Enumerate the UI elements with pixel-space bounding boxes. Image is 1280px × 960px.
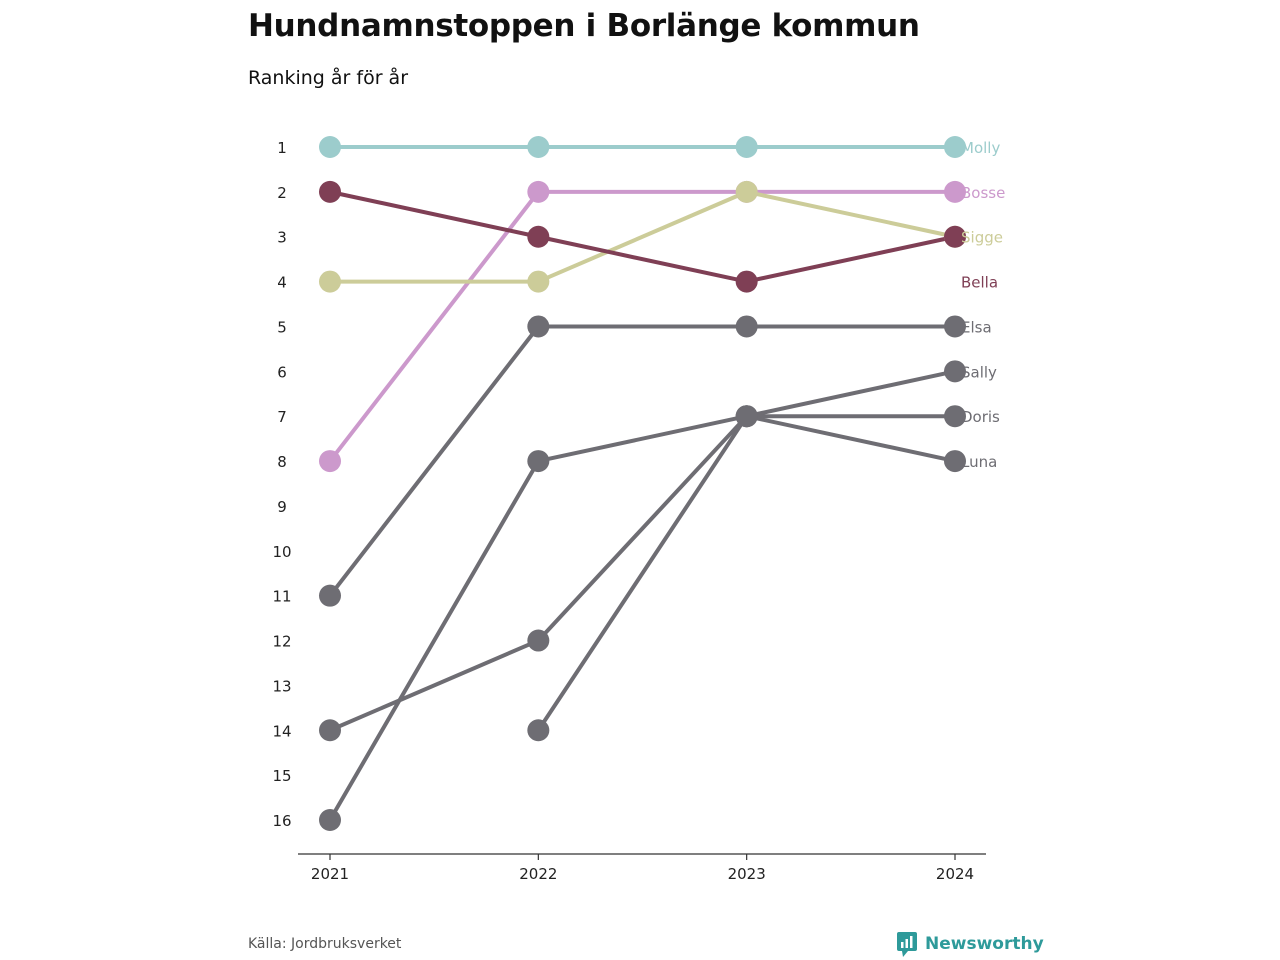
data-point-bosse bbox=[944, 180, 966, 203]
data-point-doris bbox=[527, 450, 550, 473]
data-point-elsa bbox=[319, 584, 341, 607]
source-note: Källa: Jordbruksverket bbox=[248, 936, 402, 952]
data-point-bosse bbox=[319, 450, 341, 473]
series-line-bella bbox=[328, 189, 957, 284]
data-point-sally bbox=[944, 360, 966, 383]
series-label-sally: Sally bbox=[961, 363, 997, 381]
brand-name: Newsworthy bbox=[925, 934, 1044, 954]
series-label-sigge: Sigge bbox=[961, 229, 1003, 247]
data-point-sally bbox=[527, 629, 550, 652]
data-point-molly bbox=[527, 136, 550, 158]
series-label-doris: Doris bbox=[961, 408, 1000, 426]
series-label-elsa: Elsa bbox=[961, 318, 992, 336]
y-tick-label: 2 bbox=[277, 184, 287, 202]
y-tick-label: 10 bbox=[272, 543, 291, 561]
data-point-luna bbox=[527, 719, 550, 742]
data-point-doris bbox=[944, 405, 966, 428]
data-point-elsa bbox=[944, 315, 966, 338]
series-label-bella: Bella bbox=[961, 274, 998, 292]
y-tick-label: 9 bbox=[277, 498, 287, 516]
data-point-sigge bbox=[527, 270, 550, 293]
chart-subtitle: Ranking år för år bbox=[248, 67, 409, 89]
y-tick-label: 8 bbox=[277, 453, 287, 471]
series-label-bosse: Bosse bbox=[961, 184, 1005, 202]
y-tick-label: 16 bbox=[272, 812, 291, 830]
series-line-sigge bbox=[328, 189, 957, 284]
y-tick-label: 7 bbox=[277, 408, 287, 426]
x-tick-label: 2022 bbox=[519, 865, 557, 883]
series-line-doris bbox=[328, 414, 957, 822]
series-label-molly: Molly bbox=[961, 139, 1000, 157]
y-tick-label: 11 bbox=[272, 588, 291, 606]
series-lines bbox=[328, 145, 957, 822]
series-line-elsa bbox=[328, 324, 957, 598]
series-line-bosse bbox=[328, 189, 957, 464]
data-point-sally bbox=[319, 719, 341, 742]
data-point-bella bbox=[735, 270, 758, 293]
data-point-elsa bbox=[527, 315, 550, 338]
y-tick-label: 1 bbox=[277, 139, 287, 157]
bar-chart-speech-icon bbox=[897, 932, 917, 957]
data-point-molly bbox=[944, 136, 966, 158]
series-points bbox=[319, 136, 966, 831]
chart-title: Hundnamnstoppen i Borlänge kommun bbox=[248, 8, 920, 44]
series-label-luna: Luna bbox=[961, 453, 997, 471]
y-tick-label: 4 bbox=[277, 274, 287, 292]
data-point-bosse bbox=[527, 180, 550, 203]
y-tick-label: 14 bbox=[272, 722, 291, 740]
data-point-sigge bbox=[319, 270, 341, 293]
y-tick-label: 3 bbox=[277, 229, 287, 247]
y-tick-label: 13 bbox=[272, 677, 291, 695]
data-point-bella bbox=[527, 225, 550, 248]
data-point-bella bbox=[944, 225, 966, 248]
x-axis: 2021 2022 2023 2024 bbox=[298, 853, 986, 883]
series-labels: Molly Bosse Sigge Bella Elsa Sally Doris Luna bbox=[961, 139, 1005, 471]
data-point-sigge bbox=[735, 180, 758, 203]
data-point-luna bbox=[735, 405, 758, 428]
brand-logo[interactable]: Newsworthy bbox=[896, 931, 1044, 957]
data-point-molly bbox=[735, 136, 758, 158]
data-point-elsa bbox=[735, 315, 758, 338]
series-line-sally bbox=[328, 369, 957, 733]
data-point-doris bbox=[319, 809, 341, 831]
y-tick-label: 12 bbox=[272, 633, 291, 651]
y-tick-label: 5 bbox=[277, 318, 287, 336]
y-tick-label: 6 bbox=[277, 363, 287, 381]
data-point-bella bbox=[319, 180, 341, 203]
data-point-molly bbox=[319, 136, 341, 158]
x-tick-label: 2021 bbox=[311, 865, 349, 883]
data-point-luna bbox=[944, 450, 966, 473]
y-tick-label: 15 bbox=[272, 767, 291, 785]
x-tick-label: 2024 bbox=[936, 865, 974, 883]
x-tick-label: 2023 bbox=[728, 865, 766, 883]
